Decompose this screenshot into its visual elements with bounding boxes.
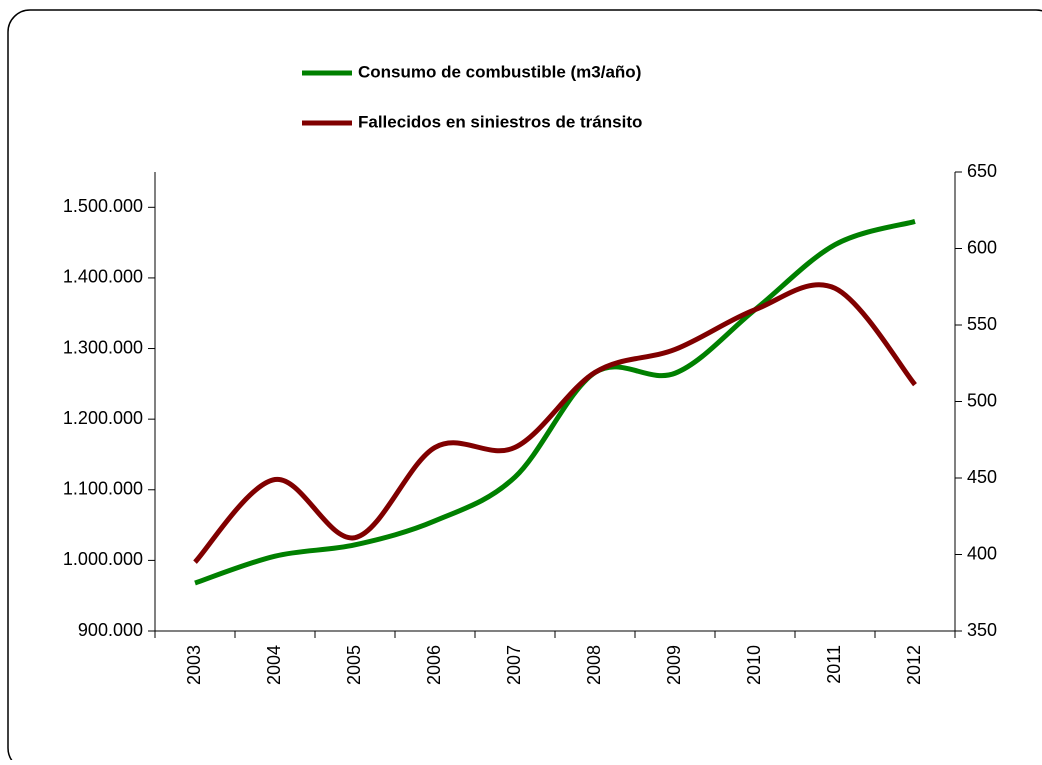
y2-tick-label: 350 — [967, 620, 997, 640]
x-tick-label: 2008 — [584, 645, 604, 685]
y2-tick-label: 500 — [967, 390, 997, 410]
legend-label: Consumo de combustible (m3/año) — [358, 62, 641, 81]
y2-tick-label: 650 — [967, 161, 997, 181]
y2-tick-label: 600 — [967, 237, 997, 257]
y-tick-label: 1.000.000 — [63, 549, 143, 569]
x-tick-label: 2010 — [744, 645, 764, 685]
series-line — [194, 219, 916, 586]
y-tick-label: 900.000 — [78, 620, 143, 640]
y2-tick-label: 550 — [967, 314, 997, 334]
y-tick-label: 1.200.000 — [63, 408, 143, 428]
x-tick-label: 2003 — [184, 645, 204, 685]
y2-tick-label: 450 — [967, 467, 997, 487]
y-tick-label: 1.500.000 — [63, 196, 143, 216]
x-tick-label: 2005 — [344, 645, 364, 685]
y2-tick-label: 400 — [967, 543, 997, 563]
x-tick-label: 2006 — [424, 645, 444, 685]
x-tick-label: 2009 — [664, 645, 684, 685]
x-tick-label: 2007 — [504, 645, 524, 685]
series-line — [193, 282, 917, 564]
chart-border — [7, 9, 1042, 765]
legend-label: Fallecidos en siniestros de tránsito — [358, 112, 642, 131]
y-tick-label: 1.400.000 — [63, 267, 143, 287]
x-tick-label: 2011 — [824, 645, 844, 684]
x-tick-label: 2004 — [264, 645, 284, 685]
y-tick-label: 1.100.000 — [63, 479, 143, 499]
x-tick-label: 2012 — [904, 645, 924, 685]
y-tick-label: 1.300.000 — [63, 337, 143, 357]
